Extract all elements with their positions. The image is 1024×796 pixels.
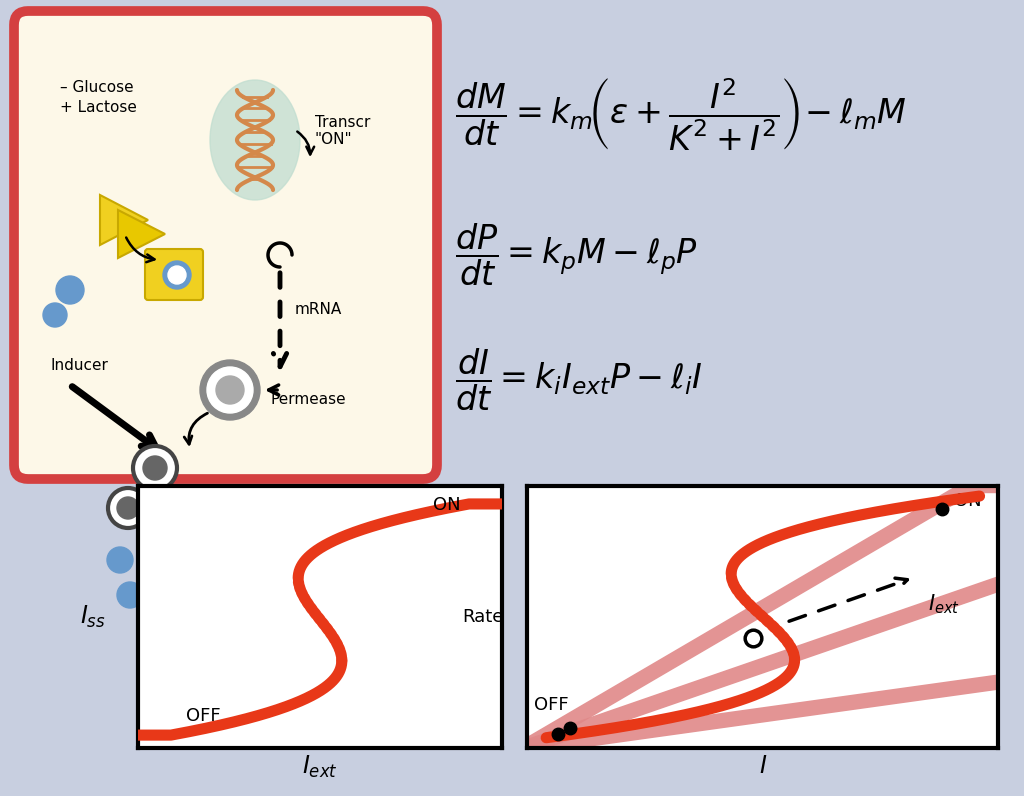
Circle shape: [216, 376, 244, 404]
Circle shape: [168, 266, 186, 284]
Circle shape: [143, 456, 167, 480]
Circle shape: [163, 261, 191, 289]
Circle shape: [117, 582, 143, 608]
Circle shape: [182, 547, 208, 573]
FancyBboxPatch shape: [14, 11, 437, 479]
Text: mRNA: mRNA: [295, 302, 342, 318]
Text: $I_{ext}$: $I_{ext}$: [928, 592, 959, 615]
Ellipse shape: [210, 80, 300, 200]
X-axis label: $I_{ext}$: $I_{ext}$: [302, 754, 338, 780]
Text: $\dfrac{dI}{dt} = k_i I_{ext} P - \ell_i I$: $\dfrac{dI}{dt} = k_i I_{ext} P - \ell_i…: [455, 347, 702, 413]
Text: Inducer: Inducer: [50, 357, 108, 373]
Polygon shape: [100, 195, 148, 245]
Circle shape: [207, 367, 253, 413]
Circle shape: [142, 562, 168, 588]
Polygon shape: [118, 210, 165, 258]
Text: Rate: Rate: [463, 608, 504, 626]
Text: OFF: OFF: [186, 707, 221, 724]
Circle shape: [43, 303, 67, 327]
Text: OFF: OFF: [535, 696, 569, 714]
Circle shape: [142, 597, 168, 623]
Circle shape: [106, 547, 133, 573]
Text: – Glucose
+ Lactose: – Glucose + Lactose: [60, 80, 137, 115]
Circle shape: [133, 446, 177, 490]
Text: ON: ON: [433, 496, 461, 514]
Text: $\dfrac{dP}{dt} = k_p M - \ell_p P$: $\dfrac{dP}{dt} = k_p M - \ell_p P$: [455, 222, 698, 288]
Text: Transcr
"ON": Transcr "ON": [315, 115, 371, 147]
X-axis label: $I$: $I$: [759, 754, 767, 778]
Circle shape: [108, 488, 148, 528]
Circle shape: [117, 497, 139, 519]
Text: Permease: Permease: [270, 392, 346, 408]
Circle shape: [56, 276, 84, 304]
Circle shape: [200, 360, 260, 420]
Text: $I_{ss}$: $I_{ss}$: [80, 604, 105, 630]
FancyBboxPatch shape: [145, 249, 203, 300]
Circle shape: [157, 572, 183, 598]
Text: ON: ON: [953, 492, 981, 510]
Text: $\dfrac{dM}{dt} = k_m\!\left(\varepsilon + \dfrac{I^2}{K^2 + I^2}\right)\!-\ell_: $\dfrac{dM}{dt} = k_m\!\left(\varepsilon…: [455, 77, 907, 153]
